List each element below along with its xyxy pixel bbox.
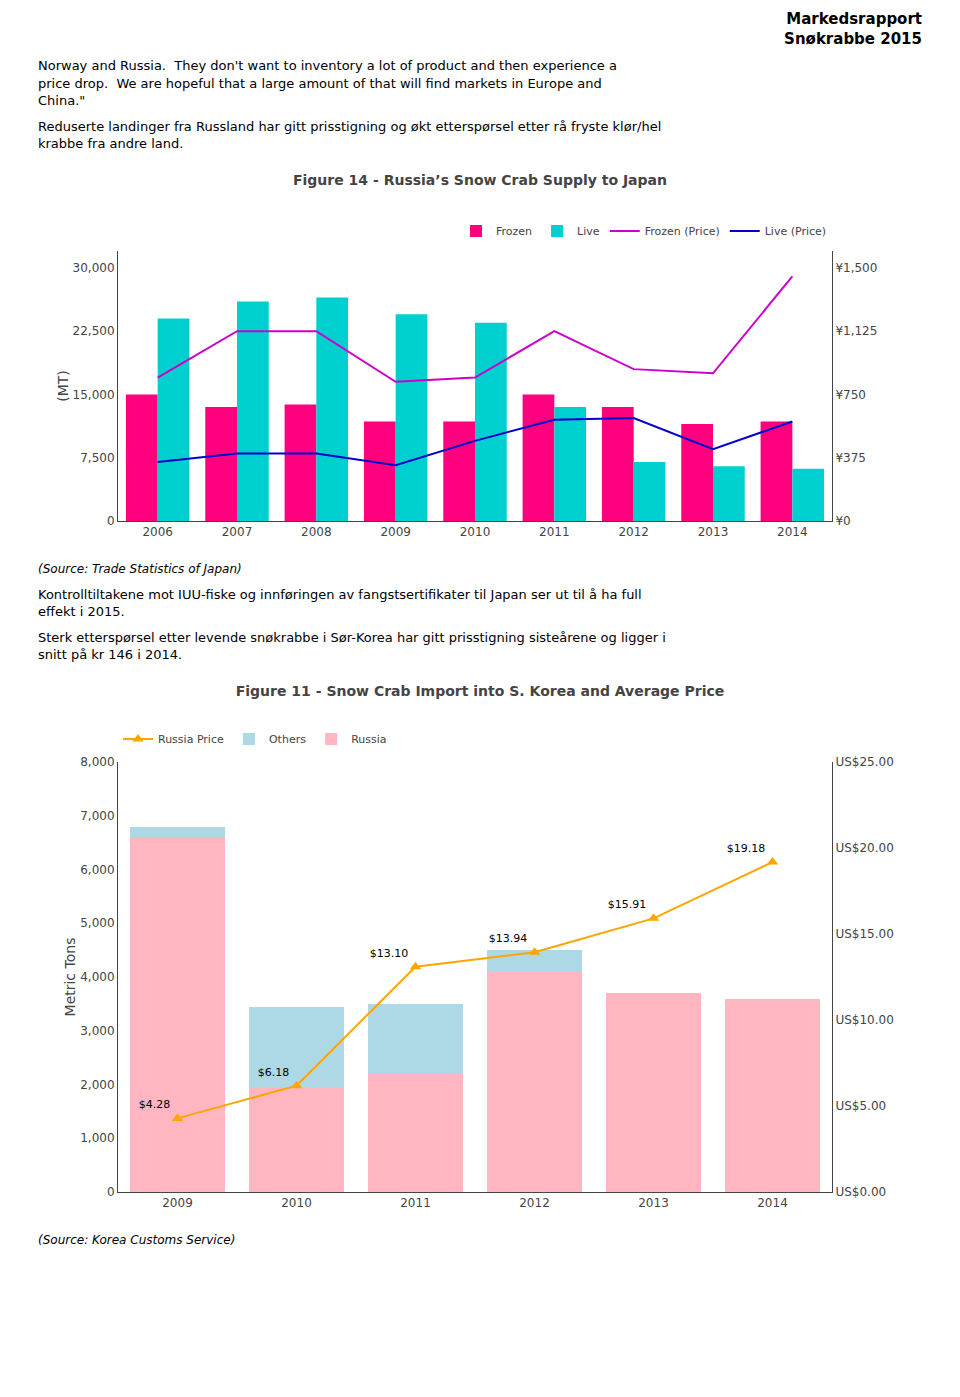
svg-text:2013: 2013 [638,1196,669,1210]
svg-text:7,000: 7,000 [80,809,114,823]
svg-text:US$15.00: US$15.00 [835,927,893,941]
svg-text:2013: 2013 [698,525,729,539]
svg-text:US$20.00: US$20.00 [835,841,893,855]
html-text:Sterk etterspørsel etter leven: Sterk etterspørsel etter levende snøkrab… [38,629,666,663]
svg-text:US$10.00: US$10.00 [835,1013,893,1027]
svg-text:2012: 2012 [519,1196,550,1210]
svg-text:2008: 2008 [301,525,332,539]
svg-text:Live: Live [577,225,600,238]
svg-text:3,000: 3,000 [80,1024,114,1038]
html-text:Reduserte landinger fra Russla: Reduserte landinger fra Russland har git… [38,118,662,152]
svg-text:Live (Price): Live (Price) [765,225,826,238]
html-text:Norway and Russia. They don't: Norway and Russia. They don't want to in… [38,58,617,109]
svg-text:6,000: 6,000 [80,862,114,876]
svg-text:2006: 2006 [142,525,173,539]
svg-text:15,000: 15,000 [73,387,115,401]
svg-text:$19.18: $19.18 [727,842,766,855]
svg-text:US$25.00: US$25.00 [835,755,893,769]
svg-text:2014: 2014 [757,1196,788,1210]
svg-text:8,000: 8,000 [80,755,114,769]
svg-text:2011: 2011 [539,525,570,539]
svg-text:2010: 2010 [460,525,491,539]
svg-text:¥0: ¥0 [835,514,850,528]
html-text:Markedsrapport Snøkrabbe 2015: Markedsrapport Snøkrabbe 2015 [784,10,922,48]
svg-text:Others: Others [269,733,306,746]
svg-text:2012: 2012 [618,525,649,539]
svg-text:2009: 2009 [380,525,411,539]
svg-text:$4.28: $4.28 [139,1098,171,1111]
svg-text:2010: 2010 [281,1196,312,1210]
svg-text:Frozen: Frozen [496,225,532,238]
svg-text:4,000: 4,000 [80,970,114,984]
svg-text:¥1,125: ¥1,125 [835,324,877,338]
svg-text:30,000: 30,000 [73,261,115,275]
html-text:(Source: Korea Customs Service: (Source: Korea Customs Service) [38,1232,236,1247]
svg-text:5,000: 5,000 [80,916,114,930]
svg-text:Figure 11 - Snow Crab Import i: Figure 11 - Snow Crab Import into S. Kor… [236,683,725,699]
svg-text:(MT): (MT) [55,370,71,402]
svg-text:US$5.00: US$5.00 [835,1099,886,1113]
svg-text:US$0.00: US$0.00 [835,1185,886,1199]
svg-text:Russia Price: Russia Price [158,733,224,746]
svg-text:7,500: 7,500 [80,451,114,465]
svg-text:Figure 14 - Russia’s Snow Crab: Figure 14 - Russia’s Snow Crab Supply to… [293,172,667,188]
svg-text:$15.91: $15.91 [608,898,647,911]
svg-text:2014: 2014 [777,525,808,539]
svg-text:Russia: Russia [351,733,386,746]
svg-text:2,000: 2,000 [80,1077,114,1091]
svg-text:$6.18: $6.18 [258,1065,290,1078]
svg-text:2007: 2007 [222,525,253,539]
svg-text:¥750: ¥750 [835,387,866,401]
svg-text:0: 0 [107,514,115,528]
svg-text:0: 0 [107,1185,115,1199]
svg-text:¥1,500: ¥1,500 [835,261,877,275]
svg-text:$13.10: $13.10 [370,946,409,959]
svg-text:¥375: ¥375 [835,451,866,465]
svg-text:Frozen (Price): Frozen (Price) [645,225,720,238]
svg-text:Metric Tons: Metric Tons [62,937,78,1016]
svg-text:22,500: 22,500 [73,324,115,338]
html-text:(Source: Trade Statistics of J: (Source: Trade Statistics of Japan) [38,561,242,576]
svg-text:$13.94: $13.94 [489,932,528,945]
svg-text:1,000: 1,000 [80,1131,114,1145]
svg-text:2011: 2011 [400,1196,431,1210]
svg-text:2009: 2009 [162,1196,193,1210]
html-text:Kontrolltiltakene mot IUU-fisk: Kontrolltiltakene mot IUU-fiske og innfø… [38,586,642,620]
